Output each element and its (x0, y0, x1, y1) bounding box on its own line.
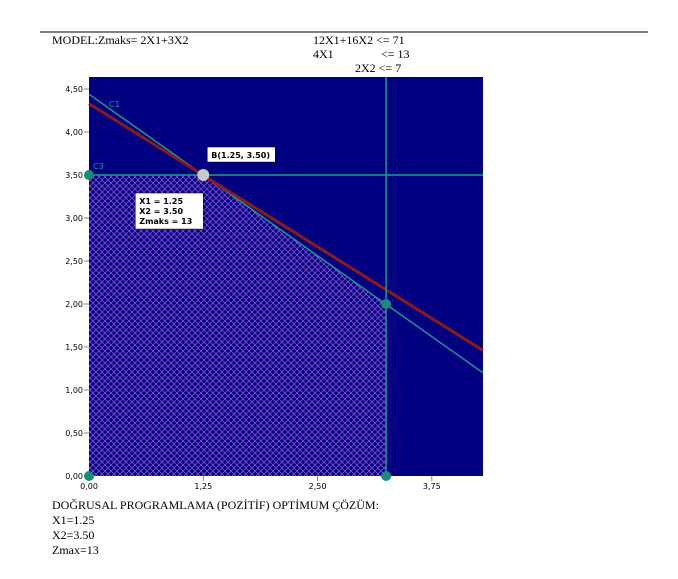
y-tick-label: 2,50 (65, 257, 83, 266)
constraint-line (88, 102, 484, 352)
solution-line: X2 = 3.50 (139, 207, 183, 216)
corner-point (84, 471, 94, 481)
corner-point (84, 170, 94, 181)
x-tick-label: 0,00 (80, 482, 98, 491)
x-tick-label: 3,75 (423, 482, 441, 491)
y-tick-label: 3,00 (65, 214, 83, 223)
constraint-line (88, 93, 484, 374)
objective: Zmaks= 2X1+3X2 (98, 33, 189, 47)
corner-point (381, 471, 392, 481)
optimum-point (197, 169, 210, 182)
x-tick-label: 1,25 (194, 482, 212, 491)
plot: 0,00 0,50 1,00 1,50 2,00 2,50 3,00 3,50 4,00 4,50… (65, 77, 484, 491)
optimum-label: B(1.25, 3.50) (211, 151, 270, 160)
line-label: C1 (109, 100, 120, 109)
x-tick-label: 2,50 (309, 482, 327, 491)
solution-box (135, 192, 204, 230)
result-line: Zmax=13 (52, 543, 99, 557)
result-title: DOĞRUSAL PROGRAMLAMA (POZİTİF) OPTİMUM Ç… (52, 498, 379, 512)
constraint: <= 13 (381, 47, 410, 61)
y-tick-label: 4,50 (65, 85, 83, 94)
y-tick-label: 0,50 (65, 429, 83, 438)
y-tick-label: 1,00 (65, 386, 83, 395)
model-label: MODEL: (52, 33, 98, 47)
optimum-label-box (207, 146, 276, 163)
y-tick-label: 4,00 (65, 128, 83, 137)
y-tick-label: 2,00 (65, 300, 83, 309)
constraint: 2X2 <= 7 (355, 61, 401, 75)
solution-line: X1 = 1.25 (139, 197, 183, 206)
constraint: 12X1+16X2 <= 71 (313, 33, 405, 47)
result-line: X2=3.50 (52, 528, 94, 542)
constraint: 4X1 (313, 47, 334, 61)
y-tick-label: 3,50 (65, 171, 83, 180)
result-line: X1=1.25 (52, 513, 94, 527)
y-tick-label: 0,00 (65, 472, 83, 481)
line-label: C3 (93, 162, 104, 171)
feasible-region (89, 175, 387, 477)
corner-point (381, 299, 392, 310)
solution-line: Zmaks = 13 (139, 217, 192, 226)
y-tick-label: 1,50 (65, 343, 83, 352)
